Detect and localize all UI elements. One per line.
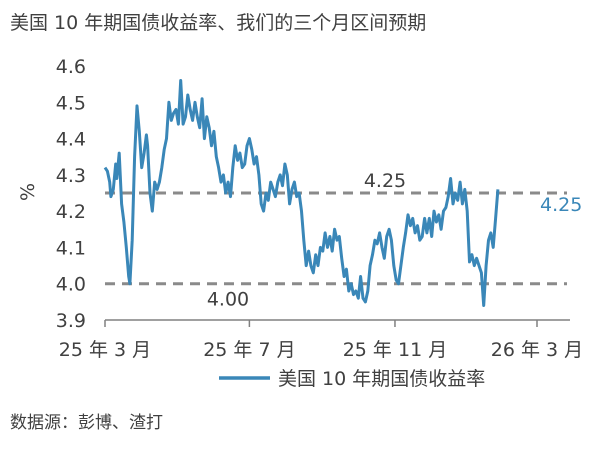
y-tick-label: 4.1 (56, 237, 86, 259)
reference-line-label: 4.00 (207, 289, 249, 311)
x-tick-label: 25 年 7 月 (203, 339, 295, 361)
end-value-label: 4.25 (540, 194, 582, 216)
legend: 美国 10 年期国债收益率 (219, 368, 485, 390)
y-tick-label: 4.4 (56, 129, 86, 151)
y-tick-label: 4.2 (56, 201, 86, 223)
y-tick-label: 4.5 (56, 92, 86, 114)
y-tick-label: 3.9 (56, 310, 86, 332)
y-axis: 3.9 4.0 4.1 4.2 4.3 4.4 4.5 4.6 (56, 56, 86, 332)
x-tick-label: 25 年 11 月 (343, 339, 447, 361)
y-tick-label: 4.6 (56, 56, 86, 78)
reference-line-label: 4.25 (364, 170, 406, 192)
reference-lines: 4.25 4.00 (105, 170, 567, 311)
source-note: 数据源：彭博、渣打 (10, 413, 163, 433)
y-tick-label: 4.3 (56, 165, 86, 187)
page-title: 美国 10 年期国债收益率、我们的三个月区间预期 (10, 12, 427, 34)
series-group (103, 79, 500, 307)
y-axis-label: % (17, 183, 39, 201)
x-tick-label: 26 年 3 月 (491, 339, 583, 361)
x-axis: 25 年 3 月 25 年 7 月 25 年 11 月 26 年 3 月 (59, 319, 583, 361)
legend-label: 美国 10 年期国债收益率 (278, 368, 485, 390)
series-line (103, 79, 500, 307)
x-tick-label: 25 年 3 月 (59, 339, 151, 361)
y-tick-label: 4.0 (56, 274, 86, 296)
